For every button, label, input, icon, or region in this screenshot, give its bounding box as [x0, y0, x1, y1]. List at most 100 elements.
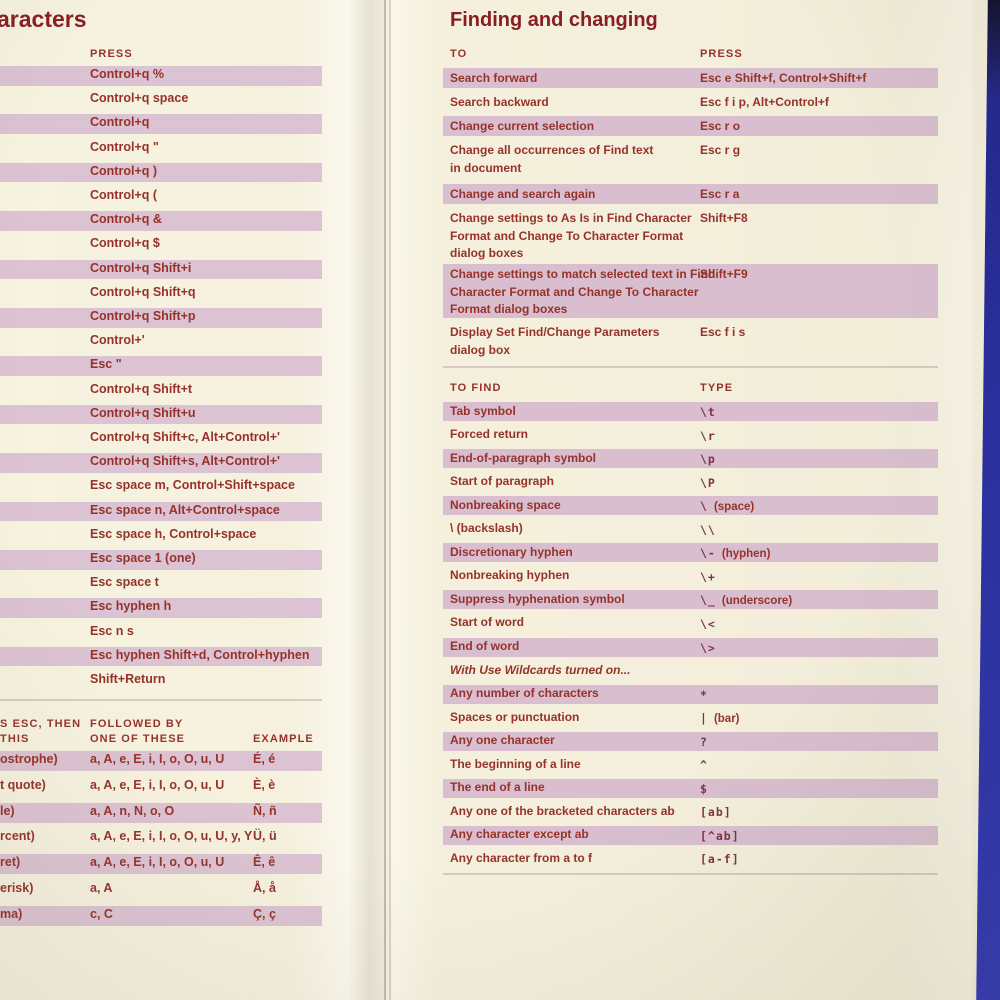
press-cell: Esc space t [90, 575, 159, 590]
to-line: dialog boxes [450, 246, 524, 260]
to-find-cell: Start of paragraph [450, 474, 555, 489]
to-find-cell: The beginning of a line [450, 756, 581, 771]
table-row: ma) c, C Ç, ç [0, 905, 322, 926]
type-cell: [a-f] [700, 850, 740, 868]
press-cell: Control+q & [90, 212, 162, 227]
table-row: Control+q $ [0, 235, 322, 255]
to-cell: Change settings to match selected text i… [450, 266, 715, 319]
to-find-cell: Any one character [450, 733, 555, 748]
table-row: Esc hyphen Shift+d, Control+hyphen [0, 646, 322, 667]
table-row: t quote) a, A, e, E, i, I, o, O, u, U È, è [0, 777, 322, 797]
table-row: Control+q [0, 114, 322, 134]
table-row: Tab symbol \t [443, 402, 938, 421]
accent-col1-header-line1: S ESC, THEN [0, 718, 82, 730]
table-row: Start of word \< [443, 614, 938, 633]
table-row: Any one of the bracketed characters ab [a… [443, 802, 938, 821]
accent-example-cell: Å, å [253, 881, 276, 895]
to-find-cell: \ (backslash) [450, 521, 523, 536]
type-cell: ^ [700, 756, 708, 774]
table-row: Change settings to match selected text i… [443, 264, 938, 318]
type-symbol: \p [700, 452, 716, 467]
table-row: Discretionary hyphen \- (hyphen) [443, 543, 938, 563]
press-cell: Control+q $ [90, 236, 160, 251]
press-cell: Control+q Shift+s, Alt+Control+' [90, 454, 281, 469]
type-symbol: [a-f] [700, 852, 740, 867]
type-symbol: $ [700, 781, 708, 796]
fold-line [389, 0, 391, 1000]
accent-followedby-cell: a, A, e, E, i, I, o, O, u, U [90, 855, 225, 870]
table-row: Control+q ) [0, 162, 322, 183]
table-row: Display Set Find/Change Parameters dialog… [443, 322, 938, 358]
table-row: le) a, A, n, N, o, O Ñ, ñ [0, 802, 322, 823]
to-find-cell: Discretionary hyphen [450, 544, 573, 559]
table-row: Any character except ab [^ab] [443, 825, 938, 845]
table-row: Any character from a to f [a-f] [443, 849, 938, 868]
to-line: Change and search again [450, 187, 596, 201]
table-row: Any number of characters * [443, 684, 938, 704]
table-row: Search backward Esc f i p, Alt+Control+f [443, 92, 938, 112]
divider [0, 699, 322, 701]
press-cell: Esc f i s [700, 325, 746, 339]
to-find-cell: Nonbreaking space [450, 497, 561, 512]
table-row: Change all occurrences of Find text in do… [443, 140, 938, 176]
type-cell: \+ [700, 568, 716, 586]
table-row: Control+q Shift+s, Alt+Control+' [0, 453, 322, 473]
type-cell: [^ab] [700, 827, 740, 845]
type-symbol: [ab] [700, 805, 732, 820]
table-row: End of word \> [443, 637, 938, 657]
type-symbol: \+ [700, 569, 716, 584]
press-cell: Esc e Shift+f, Control+Shift+f [700, 71, 867, 85]
wildcard-subheader: With Use Wildcards turned on... [450, 662, 631, 677]
type-note: (underscore) [721, 595, 793, 608]
to-line: Format and Change To Character Format [450, 228, 684, 243]
accent-key-cell: rcent) [0, 829, 35, 844]
to-line: Format dialog boxes [450, 302, 568, 316]
to-find-cell: Tab symbol [450, 403, 516, 418]
type-note: (hyphen) [721, 548, 771, 561]
to-cell: Search forward [450, 70, 537, 88]
to-line: Change settings to match selected text i… [450, 267, 716, 281]
to-line: in document [450, 160, 522, 175]
left-page-title-fragment: aracters [0, 6, 87, 32]
table-row: Search forward Esc e Shift+f, Control+Shi… [443, 68, 938, 88]
to-find-cell: Any number of characters [450, 686, 599, 701]
type-symbol: * [700, 687, 708, 702]
press-cell: Esc r g [700, 143, 741, 157]
table-row: Esc space h, Control+space [0, 526, 322, 546]
table-row: Control+' [0, 332, 322, 352]
type-symbol: \< [700, 616, 716, 631]
accent-example-cell: Ü, ü [253, 829, 277, 844]
type-symbol: ^ [700, 758, 708, 773]
type-note: (bar) [713, 713, 740, 726]
type-cell: \< [700, 615, 716, 633]
table-row: ret) a, A, e, E, i, I, o, O, u, U Ê, ê [0, 854, 322, 875]
to-find-cell: Any character except ab [450, 827, 589, 842]
press-cell: Control+' [90, 333, 145, 348]
type-cell: \- (hyphen) [700, 544, 770, 562]
to-line: Character Format and Change To Character [450, 284, 699, 299]
to-cell: Change current selection [450, 118, 594, 136]
to-column-header: TO [450, 48, 468, 60]
press-cell: Esc hyphen Shift+d, Control+hyphen [90, 647, 310, 662]
press-cell: Esc n s [90, 623, 134, 638]
to-line: Display Set Find/Change Parameters [450, 325, 660, 339]
table-row: Esc space 1 (one) [0, 550, 322, 570]
type-symbol: | [700, 711, 708, 726]
type-cell: | (bar) [700, 709, 740, 727]
press-column-header-right: PRESS [700, 48, 743, 60]
to-find-cell: End of word [450, 639, 520, 653]
to-find-cell: Start of word [450, 615, 524, 630]
accent-followedby-cell: a, A, n, N, o, O [90, 803, 175, 818]
to-find-cell: Spaces or punctuation [450, 709, 580, 724]
type-cell: \_ (underscore) [700, 591, 792, 609]
type-cell: \ (space) [700, 497, 754, 515]
press-cell: Control+q Shift+u [90, 405, 196, 420]
to-line: Change current selection [450, 119, 595, 133]
to-find-cell: Nonbreaking hyphen [450, 568, 570, 583]
fold-line [384, 0, 386, 1000]
table-row: \ (backslash) \\ [443, 520, 938, 539]
